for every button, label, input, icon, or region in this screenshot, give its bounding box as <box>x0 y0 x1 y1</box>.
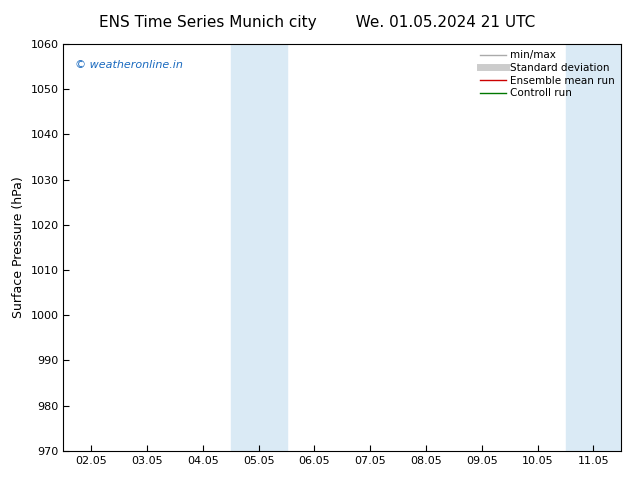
Y-axis label: Surface Pressure (hPa): Surface Pressure (hPa) <box>12 176 25 318</box>
Bar <box>259 44 287 451</box>
Text: ENS Time Series Munich city        We. 01.05.2024 21 UTC: ENS Time Series Munich city We. 01.05.20… <box>99 15 535 30</box>
Bar <box>593 44 621 451</box>
Bar <box>566 44 593 451</box>
Bar <box>231 44 259 451</box>
Text: © weatheronline.in: © weatheronline.in <box>75 60 183 71</box>
Legend: min/max, Standard deviation, Ensemble mean run, Controll run: min/max, Standard deviation, Ensemble me… <box>477 47 618 101</box>
